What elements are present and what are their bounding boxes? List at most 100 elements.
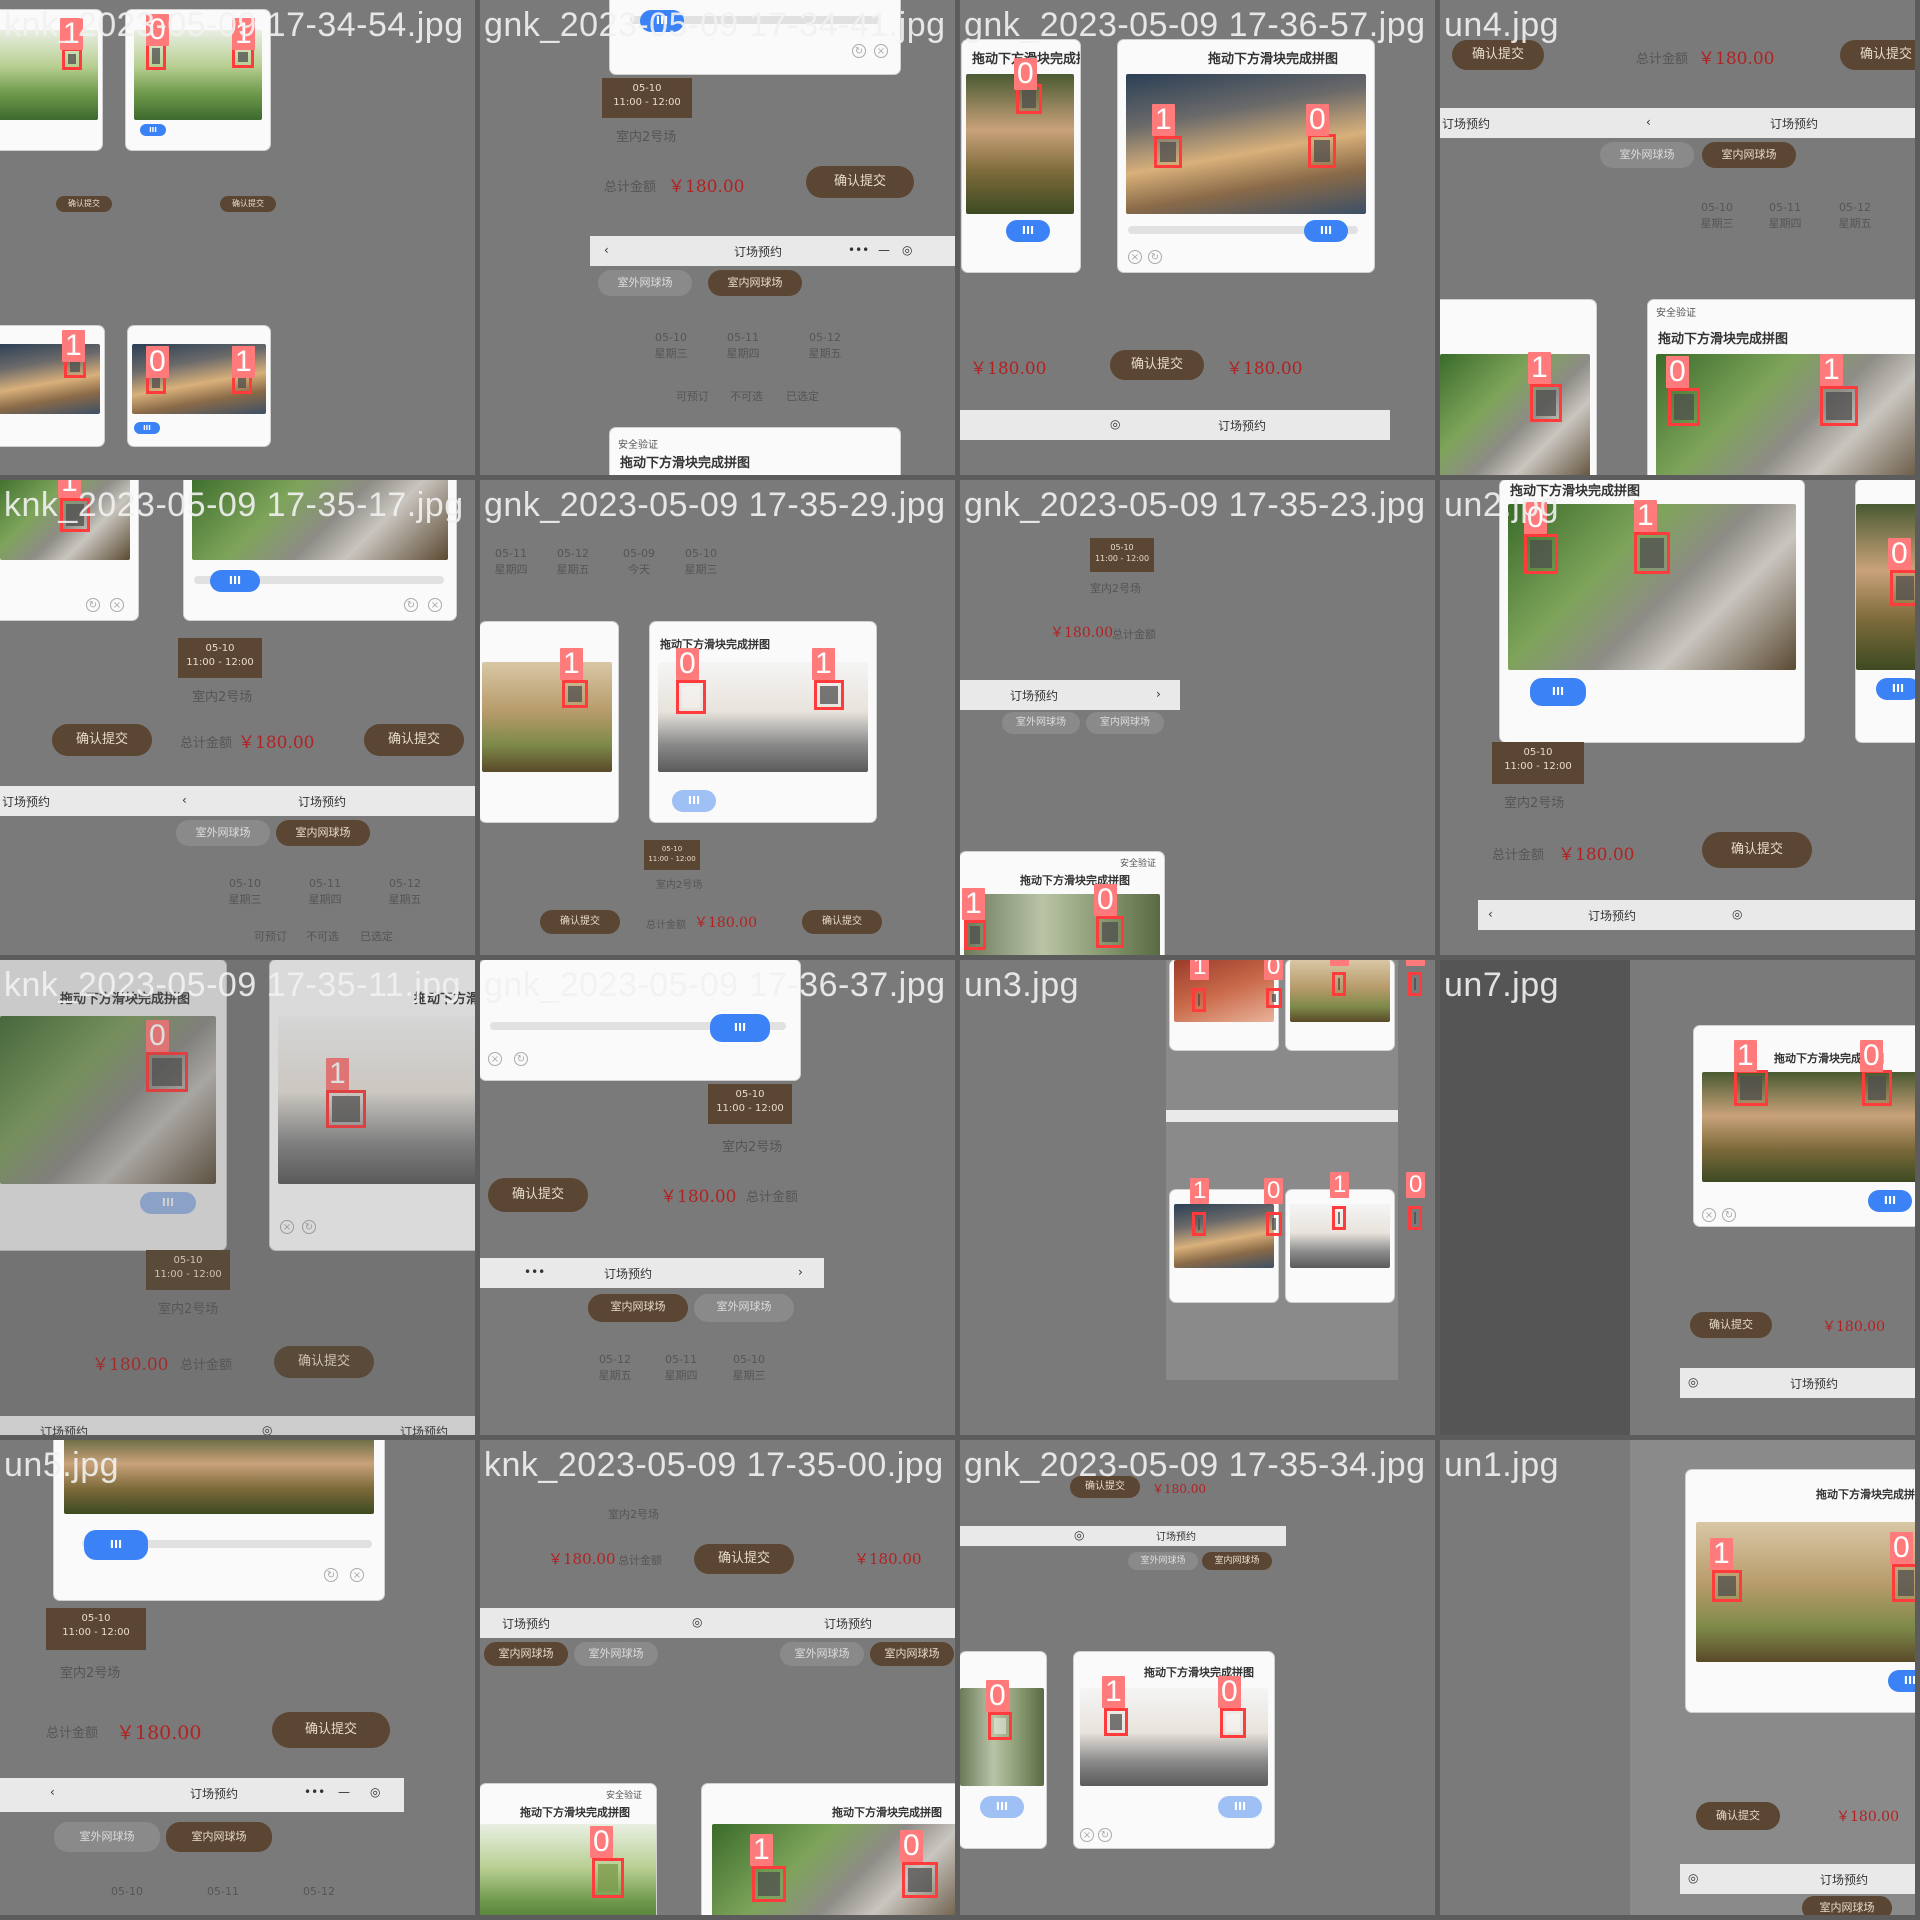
day-tab[interactable]: 05-12 星期五 bbox=[590, 1352, 640, 1384]
submit-button[interactable]: 确认提交 bbox=[1070, 1476, 1140, 1498]
tab-outdoor[interactable]: 室外网球场 bbox=[694, 1294, 794, 1322]
tab-indoor[interactable]: 室内网球场 bbox=[276, 820, 370, 846]
tab-indoor[interactable]: 室内网球场 bbox=[708, 270, 802, 296]
refresh-icon[interactable]: ↻ bbox=[1098, 1828, 1112, 1842]
slider-knob[interactable]: III bbox=[1006, 220, 1050, 242]
slider-knob[interactable]: III bbox=[1304, 220, 1348, 242]
day-tab[interactable]: 05-09 今天 bbox=[614, 546, 664, 578]
slider-knob[interactable]: III bbox=[1888, 1670, 1915, 1692]
refresh-icon[interactable]: ↻ bbox=[324, 1568, 338, 1582]
minimize-icon[interactable]: — bbox=[338, 1785, 350, 1799]
day-tab[interactable]: 05-10 星期三 bbox=[220, 876, 270, 908]
tab-outdoor[interactable]: 室外网球场 bbox=[598, 270, 692, 296]
close-icon[interactable]: × bbox=[428, 598, 442, 612]
slider-knob[interactable]: III bbox=[1868, 1190, 1912, 1212]
slider-knob[interactable]: III bbox=[1218, 1796, 1262, 1818]
slider-knob[interactable]: III bbox=[134, 422, 160, 434]
slider-knob[interactable]: III bbox=[1876, 678, 1915, 700]
submit-button[interactable]: 确认提交 bbox=[220, 196, 276, 212]
day-tab[interactable]: 05-10 星期三 bbox=[724, 1352, 774, 1384]
tab-indoor[interactable]: 室内网球场 bbox=[870, 1642, 954, 1666]
day-tab[interactable]: 05-11 星期四 bbox=[486, 546, 536, 578]
back-icon[interactable]: ‹ bbox=[50, 1785, 55, 1799]
back-icon[interactable]: ‹ bbox=[182, 793, 187, 807]
target-icon[interactable]: ◎ bbox=[1110, 417, 1121, 431]
tab-outdoor[interactable]: 室外网球场 bbox=[176, 820, 270, 846]
tab-indoor[interactable]: 室内网球场 bbox=[484, 1642, 568, 1666]
submit-button[interactable]: 确认提交 bbox=[52, 724, 152, 756]
refresh-icon[interactable]: ↻ bbox=[1148, 250, 1162, 264]
day-tab[interactable]: 05-11 星期四 bbox=[300, 876, 350, 908]
slider-knob[interactable]: III bbox=[980, 1796, 1024, 1818]
menu-icon[interactable]: ••• bbox=[524, 1265, 546, 1279]
slider-knob[interactable]: III bbox=[672, 790, 716, 812]
refresh-icon[interactable]: ↻ bbox=[302, 1220, 316, 1234]
submit-button[interactable]: 确认提交 bbox=[1696, 1802, 1780, 1830]
target-icon[interactable]: ◎ bbox=[1688, 1375, 1699, 1389]
chevron-right-icon[interactable]: › bbox=[798, 1265, 803, 1279]
back-icon[interactable]: ‹ bbox=[604, 243, 609, 257]
target-icon[interactable]: ◎ bbox=[1074, 1528, 1085, 1542]
day-tab[interactable]: 05-11 星期四 bbox=[656, 1352, 706, 1384]
tab-indoor[interactable]: 室内网球场 bbox=[1702, 142, 1796, 168]
refresh-icon[interactable]: ↻ bbox=[1722, 1208, 1736, 1222]
day-tab[interactable]: 05-12 bbox=[294, 1884, 344, 1900]
slider-knob[interactable]: III bbox=[140, 1192, 196, 1214]
submit-button[interactable]: 确认提交 bbox=[364, 724, 464, 756]
slider-knob[interactable]: III bbox=[84, 1530, 148, 1560]
chevron-right-icon[interactable]: › bbox=[1156, 687, 1161, 701]
time-slot[interactable]: 05-10 11:00 - 12:00 bbox=[644, 840, 700, 870]
submit-button[interactable]: 确认提交 bbox=[540, 910, 620, 934]
submit-button[interactable]: 确认提交 bbox=[1840, 40, 1915, 70]
time-slot[interactable]: 05-10 11:00 - 12:00 bbox=[146, 1250, 230, 1290]
tab-outdoor[interactable]: 室外网球场 bbox=[1600, 142, 1694, 168]
submit-button[interactable]: 确认提交 bbox=[694, 1544, 794, 1574]
close-icon[interactable]: × bbox=[350, 1568, 364, 1582]
tab-indoor[interactable]: 室内网球场 bbox=[1086, 712, 1164, 734]
tab-indoor[interactable]: 室内网球场 bbox=[588, 1294, 688, 1322]
day-tab[interactable]: 05-10 星期三 bbox=[676, 546, 726, 578]
submit-button[interactable]: 确认提交 bbox=[272, 1712, 390, 1748]
tab-outdoor[interactable]: 室外网球场 bbox=[1128, 1552, 1198, 1570]
target-icon[interactable]: ◎ bbox=[1732, 907, 1743, 921]
slider-knob[interactable]: III bbox=[210, 570, 260, 592]
tab-outdoor[interactable]: 室外网球场 bbox=[574, 1642, 658, 1666]
tab-indoor[interactable]: 室内网球场 bbox=[1802, 1896, 1892, 1915]
day-tab[interactable]: 05-10 星期三 bbox=[646, 330, 696, 362]
day-tab[interactable]: 05-11 星期四 bbox=[718, 330, 768, 362]
submit-button[interactable]: 确认提交 bbox=[1110, 350, 1204, 380]
day-tab[interactable]: 05-12 星期五 bbox=[548, 546, 598, 578]
submit-button[interactable]: 确认提交 bbox=[56, 196, 112, 212]
day-tab[interactable]: 05-12 星期五 bbox=[800, 330, 850, 362]
day-tab[interactable]: 05-10 bbox=[102, 1884, 152, 1900]
tab-indoor[interactable]: 室内网球场 bbox=[1202, 1552, 1272, 1570]
day-tab[interactable]: 05-11 bbox=[198, 1884, 248, 1900]
time-slot[interactable]: 05-10 11:00 - 12:00 bbox=[178, 638, 262, 678]
day-tab[interactable]: 05-11 星期四 bbox=[1760, 200, 1810, 232]
close-icon[interactable]: × bbox=[1128, 250, 1142, 264]
tab-outdoor[interactable]: 室外网球场 bbox=[1002, 712, 1080, 734]
tab-outdoor[interactable]: 室外网球场 bbox=[780, 1642, 864, 1666]
refresh-icon[interactable]: ↻ bbox=[514, 1052, 528, 1066]
close-icon[interactable]: × bbox=[874, 44, 888, 58]
target-icon[interactable]: ◎ bbox=[1688, 1871, 1699, 1885]
submit-button[interactable]: 确认提交 bbox=[806, 166, 914, 198]
minimize-icon[interactable]: — bbox=[878, 243, 890, 257]
time-slot[interactable]: 05-10 11:00 - 12:00 bbox=[1492, 742, 1584, 784]
close-icon[interactable]: × bbox=[110, 598, 124, 612]
day-tab[interactable]: 05-10 星期三 bbox=[1692, 200, 1742, 232]
slider-knob[interactable]: III bbox=[640, 10, 684, 32]
target-icon[interactable]: ◎ bbox=[370, 1785, 381, 1799]
close-icon[interactable]: × bbox=[488, 1052, 502, 1066]
back-icon[interactable]: ‹ bbox=[1488, 907, 1493, 921]
tab-outdoor[interactable]: 室外网球场 bbox=[54, 1822, 160, 1852]
time-slot[interactable]: 05-10 11:00 - 12:00 bbox=[46, 1608, 146, 1650]
time-slot[interactable]: 05-10 11:00 - 12:00 bbox=[1090, 538, 1154, 572]
time-slot[interactable]: 05-10 11:00 - 12:00 bbox=[708, 1084, 792, 1124]
submit-button[interactable]: 确认提交 bbox=[1452, 40, 1544, 70]
target-icon[interactable]: ◎ bbox=[262, 1423, 273, 1437]
submit-button[interactable]: 确认提交 bbox=[274, 1346, 374, 1378]
close-icon[interactable]: × bbox=[280, 1220, 294, 1234]
submit-button[interactable]: 确认提交 bbox=[1702, 832, 1812, 868]
back-icon[interactable]: ‹ bbox=[1646, 115, 1651, 129]
